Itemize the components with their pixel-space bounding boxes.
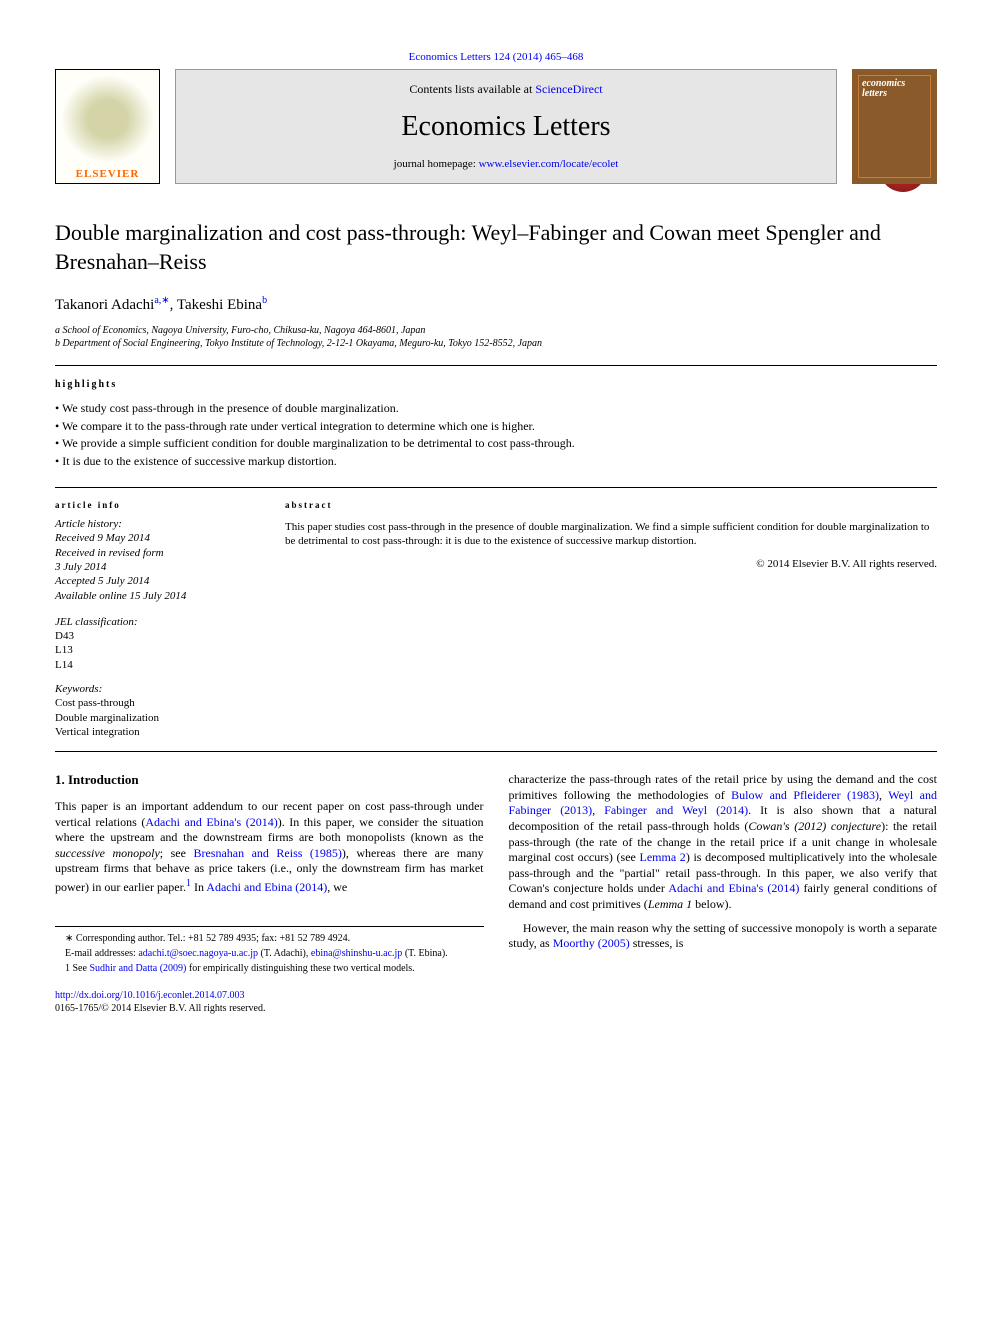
internal-ref-link[interactable]: Lemma 2 [640,850,686,864]
corresponding-author-note: ∗ Corresponding author. Tel.: +81 52 789… [55,932,484,945]
footnotes: ∗ Corresponding author. Tel.: +81 52 789… [55,926,484,975]
divider [55,751,937,752]
highlights-list: We study cost pass-through in the presen… [55,401,937,469]
affiliations: a School of Economics, Nagoya University… [55,324,937,350]
jel-code: L13 [55,643,255,657]
author-1: Takanori Adachi [55,297,154,313]
author-2-mark[interactable]: b [262,295,267,306]
header-citation: Economics Letters 124 (2014) 465–468 [55,50,937,64]
email-link[interactable]: adachi.t@soec.nagoya-u.ac.jp [138,948,258,959]
doi-block: http://dx.doi.org/10.1016/j.econlet.2014… [55,989,937,1015]
info-abstract-row: article info Article history: Received 9… [55,500,937,739]
keywords-label: Keywords: [55,682,255,696]
body-paragraph: characterize the pass-through rates of t… [509,772,938,912]
authors: Takanori Adachia,∗, Takeshi Ebinab [55,294,937,316]
highlights-section: highlights We study cost pass-through in… [55,378,937,469]
affiliation-a: a School of Economics, Nagoya University… [55,324,937,337]
divider [55,487,937,488]
citation-link[interactable]: Sudhir and Datta (2009) [89,963,186,974]
journal-title: Economics Letters [196,109,816,145]
jel-label: JEL classification: [55,615,255,629]
sciencedirect-link[interactable]: ScienceDirect [535,82,602,96]
section-heading: 1. Introduction [55,772,484,789]
divider [55,365,937,366]
column-left: 1. Introduction This paper is an importa… [55,772,484,976]
journal-banner: Contents lists available at ScienceDirec… [175,69,837,184]
publisher-name: ELSEVIER [56,167,159,181]
affiliation-b: b Department of Social Engineering, Toky… [55,337,937,350]
contents-line: Contents lists available at ScienceDirec… [196,82,816,98]
journal-cover-thumb[interactable]: economicsletters [852,69,937,184]
citation-link[interactable]: Adachi and Ebina's (2014) [145,815,277,829]
citation-link[interactable]: Adachi and Ebina's (2014) [668,881,799,895]
citation-link[interactable]: Adachi and Ebina (2014) [206,880,327,894]
citation-link[interactable]: Moorthy (2005) [553,936,630,950]
highlight-item: We provide a simple sufficient condition… [55,436,937,452]
body-paragraph: However, the main reason why the setting… [509,921,938,952]
highlight-item: It is due to the existence of successive… [55,454,937,470]
keyword: Vertical integration [55,725,255,739]
highlights-label: highlights [55,378,937,391]
doi-link[interactable]: http://dx.doi.org/10.1016/j.econlet.2014… [55,990,245,1001]
abstract: abstract This paper studies cost pass-th… [285,500,937,739]
issn-copyright: 0165-1765/© 2014 Elsevier B.V. All right… [55,1003,265,1014]
highlight-item: We compare it to the pass-through rate u… [55,419,937,435]
email-link[interactable]: ebina@shinshu-u.ac.jp [311,948,402,959]
citation-link[interactable]: Fabinger and Weyl (2014) [604,803,748,817]
citation-link[interactable]: Bresnahan and Reiss (1985) [193,846,341,860]
homepage-line: journal homepage: www.elsevier.com/locat… [196,157,816,171]
abstract-label: abstract [285,500,937,512]
jel-code: L14 [55,658,255,672]
author-2: Takeshi Ebina [177,297,262,313]
email-note: E-mail addresses: adachi.t@soec.nagoya-u… [55,947,484,960]
highlight-item: We study cost pass-through in the presen… [55,401,937,417]
body-columns: 1. Introduction This paper is an importa… [55,772,937,976]
citation-link[interactable]: Economics Letters 124 (2014) 465–468 [409,51,584,63]
keyword: Double marginalization [55,711,255,725]
abstract-copyright: © 2014 Elsevier B.V. All rights reserved… [285,557,937,571]
keyword: Cost pass-through [55,696,255,710]
publisher-logo[interactable]: ELSEVIER [55,69,160,184]
column-right: characterize the pass-through rates of t… [509,772,938,976]
article-info: article info Article history: Received 9… [55,500,255,739]
abstract-text: This paper studies cost pass-through in … [285,520,937,549]
author-1-mark[interactable]: a,∗ [154,295,169,306]
footnote-1: 1 See Sudhir and Datta (2009) for empiri… [55,962,484,975]
body-paragraph: This paper is an important addendum to o… [55,799,484,896]
journal-header-row: ELSEVIER Contents lists available at Sci… [55,69,937,184]
jel-code: D43 [55,629,255,643]
article-history: Article history: Received 9 May 2014 Rec… [55,517,255,603]
article-info-label: article info [55,500,255,512]
citation-link[interactable]: Bulow and Pfleiderer (1983) [731,788,879,802]
paper-title: Double marginalization and cost pass-thr… [55,219,937,276]
homepage-link[interactable]: www.elsevier.com/locate/ecolet [479,158,619,170]
